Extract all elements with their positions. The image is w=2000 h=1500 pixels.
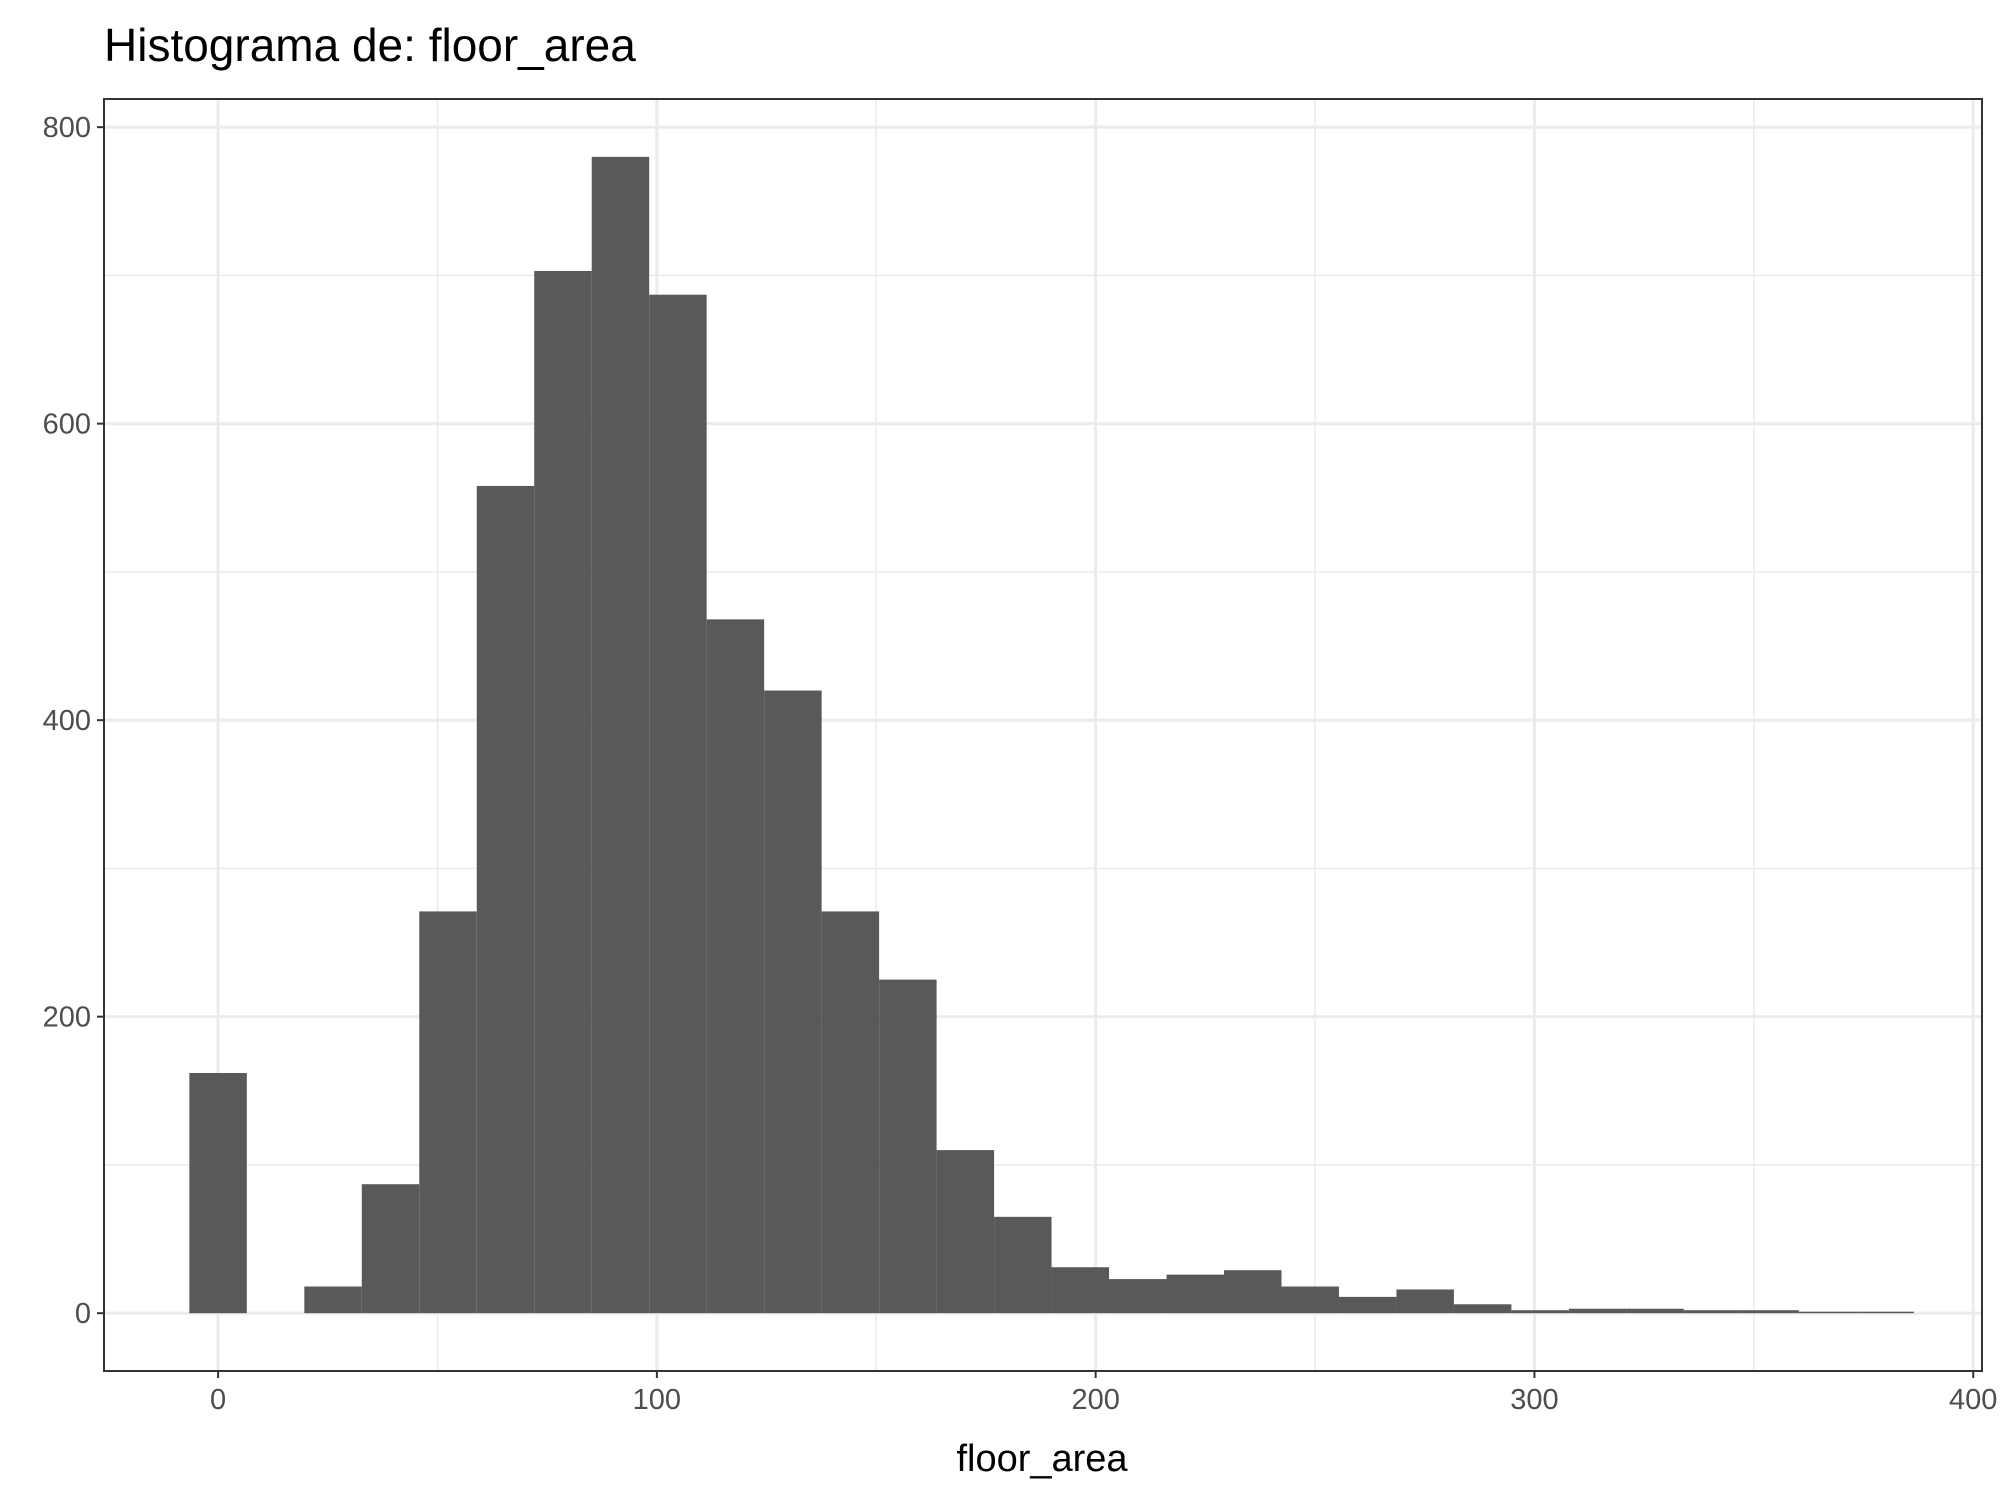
- histogram-bar: [1453, 1304, 1512, 1314]
- histogram-bar: [419, 911, 477, 1314]
- histogram-bar: [1626, 1308, 1684, 1314]
- histogram-bar: [994, 1216, 1052, 1314]
- histogram-bar: [936, 1150, 995, 1314]
- x-tick-label: 100: [633, 1384, 681, 1416]
- histogram-bar: [189, 1073, 247, 1314]
- x-tick-label: 400: [1949, 1384, 1997, 1416]
- histogram-bar: [1051, 1267, 1110, 1314]
- grid-lines: [104, 99, 1982, 1371]
- histogram-bar: [1281, 1286, 1339, 1314]
- histogram-bar: [649, 294, 707, 1314]
- x-axis-ticks: 0 100 200 300 400: [210, 1371, 1997, 1416]
- histogram-bar: [1741, 1310, 1799, 1314]
- histogram-bar: [361, 1184, 420, 1314]
- histogram-bar: [1856, 1311, 1914, 1314]
- histogram-bar: [304, 1286, 362, 1314]
- chart-title: Histograma de: floor_area: [104, 19, 636, 71]
- histogram-bar: [1166, 1274, 1224, 1314]
- panel-border: [103, 98, 1983, 1372]
- y-tick-label: 800: [43, 112, 91, 144]
- histogram-bar: [879, 979, 937, 1314]
- x-axis-title: floor_area: [956, 1438, 1128, 1480]
- histogram-bar: [1511, 1310, 1569, 1314]
- y-tick-label: 200: [43, 1002, 91, 1034]
- histogram-bar: [821, 911, 880, 1314]
- y-axis-ticks: 0 200 400 600 800: [43, 112, 104, 1330]
- x-tick-label: 300: [1510, 1384, 1558, 1416]
- y-tick-label: 0: [75, 1298, 91, 1330]
- y-tick-label: 400: [43, 705, 91, 737]
- histogram-bar: [1798, 1311, 1857, 1314]
- histogram-bar: [1109, 1279, 1167, 1314]
- histogram-bar: [1338, 1296, 1397, 1314]
- histogram-bar: [591, 156, 650, 1314]
- histogram-bar: [1223, 1270, 1282, 1314]
- y-tick-label: 600: [43, 409, 91, 441]
- x-tick-label: 0: [210, 1384, 226, 1416]
- x-tick-label: 200: [1071, 1384, 1119, 1416]
- histogram-bar: [534, 270, 592, 1314]
- histogram-bar: [764, 690, 822, 1314]
- histogram-bar: [1396, 1289, 1454, 1314]
- histogram-bar: [476, 485, 535, 1314]
- histogram-bar: [1683, 1310, 1742, 1314]
- histogram-bar: [706, 619, 765, 1314]
- histogram-bars: [189, 156, 1914, 1314]
- histogram-bar: [1568, 1308, 1627, 1314]
